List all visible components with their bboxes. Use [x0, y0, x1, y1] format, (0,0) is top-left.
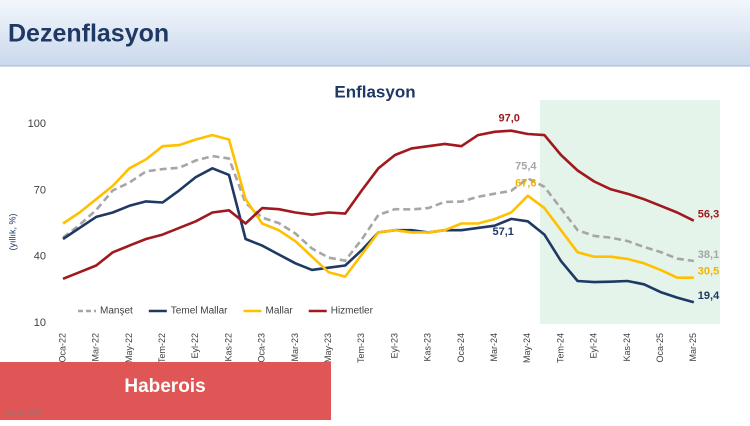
value-label: 57,1: [492, 226, 513, 238]
value-label: 75,4: [515, 160, 537, 172]
watermark: Haberois: [124, 376, 205, 397]
value-label: 38,1: [698, 249, 719, 261]
legend-label: Hizmetler: [331, 306, 374, 317]
x-tick-label: Tem-24: [555, 333, 565, 363]
plot: 10 40 70 100 Oca-22 Mar-22 May-22 Tem-22 Eyl-22 K…: [28, 113, 720, 363]
value-label: 56,3: [698, 209, 719, 221]
value-label: 30,5: [698, 266, 719, 278]
value-label: 19,4: [698, 290, 720, 302]
legend-label: Manşet: [100, 306, 133, 317]
y-axis-label: (yıllık, %): [7, 213, 17, 250]
x-tick-label: Oca-23: [257, 333, 267, 363]
x-tick-label: Eyl-23: [389, 333, 399, 359]
y-tick-label: 100: [28, 118, 46, 130]
x-tick-label: Kas-23: [423, 333, 433, 362]
header-title: Dezenflasyon: [8, 20, 169, 48]
x-tick-label: Kas-22: [223, 333, 233, 362]
y-tick-label: 10: [34, 317, 46, 329]
x-tick-label: Eyl-24: [589, 333, 599, 359]
chart-title: Enflasyon: [334, 82, 415, 101]
series-line: [62, 154, 694, 263]
x-tick-label: May-23: [323, 333, 333, 363]
x-tick-label: Oca-25: [655, 333, 665, 363]
series-line: [62, 133, 694, 279]
x-tick-label: Tem-23: [356, 333, 366, 363]
y-tick-label: 70: [34, 184, 46, 196]
watermark-band: [0, 362, 331, 420]
source-note: Kaynak: TÜİK: [5, 410, 42, 417]
value-label: 67,6: [515, 178, 536, 190]
x-tick-label: Oca-22: [57, 333, 67, 363]
value-label: 97,0: [498, 113, 519, 125]
x-tick-label: Mar-23: [290, 333, 300, 362]
y-tick-label: 40: [34, 251, 46, 263]
x-tick-label: Oca-24: [456, 333, 466, 363]
x-tick-label: Mar-24: [489, 333, 499, 362]
x-tick-label: Eyl-22: [190, 333, 200, 359]
x-tick-label: Mar-25: [688, 333, 698, 362]
legend-label: Temel Mallar: [171, 306, 228, 317]
x-tick-label: May-24: [522, 333, 532, 363]
x-tick-label: Kas-24: [622, 333, 632, 362]
header-band: [0, 0, 750, 66]
x-tick-label: Mar-22: [91, 333, 101, 362]
series-line: [62, 129, 695, 281]
legend-label: Mallar: [265, 306, 293, 317]
highlight-region: [540, 100, 720, 324]
x-tick-label: Tem-22: [157, 333, 167, 363]
x-tick-label: May-22: [124, 333, 134, 363]
